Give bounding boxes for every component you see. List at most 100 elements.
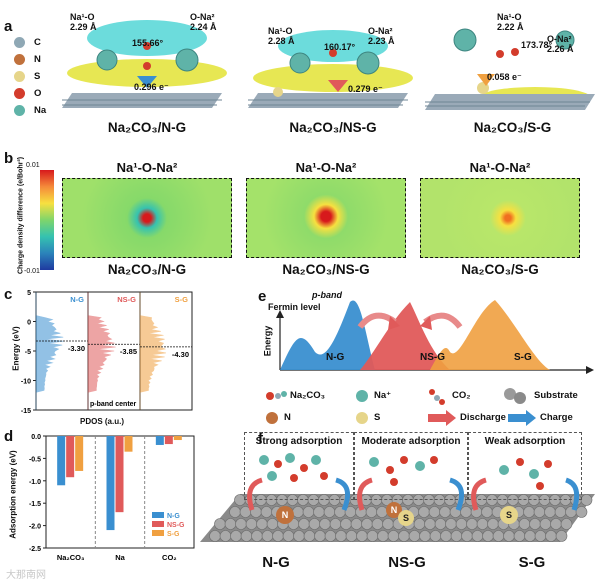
atom-legend-item-s: S [14, 68, 46, 85]
substrate-atom [335, 530, 347, 542]
structure-name-1: Na₂CO₃/N-G [107, 120, 187, 135]
pband-center-value-ns-g: -3.85 [120, 347, 137, 356]
substrate-atom [492, 530, 505, 542]
map-title-1: Na¹-O-Na² [116, 160, 178, 175]
panel-c-label: c [4, 286, 13, 303]
substrate-atom [209, 530, 221, 542]
bar-s-g-0 [75, 436, 84, 471]
substrate-atom [229, 506, 241, 518]
structure-ns-g: Na¹-O 2.28 Å O-Na² 2.23 Å 160.17° 0.279 e⁻… [248, 8, 418, 148]
pdos-xlabel: PDOS (a.u.) [80, 417, 125, 426]
bar-ytick-label: -2.0 [29, 524, 41, 531]
pband-center-value-s-g: -4.30 [172, 350, 189, 359]
ads-ylabel: Adsorption energy (eV) [8, 450, 18, 539]
atom-legend-label: N [34, 54, 41, 65]
atom-legend-label: Na [34, 105, 47, 116]
site-s-2-text: S [505, 510, 512, 520]
substrate-atom [224, 518, 237, 530]
angle-3: 173.78° [521, 40, 553, 50]
colorbar-min: -0.01 [24, 268, 40, 275]
substrate-atom [324, 530, 337, 542]
legend-icons [266, 388, 536, 426]
bar-ns-g-0 [66, 436, 75, 478]
site-s-2: S [500, 506, 518, 524]
substrate-atom [293, 530, 305, 542]
substrate-ns-g: NS-G [388, 554, 426, 571]
bar-ns-g-1 [115, 436, 124, 513]
substrate-atom [387, 530, 400, 542]
band-diagram [276, 300, 594, 374]
box-moderate [354, 432, 468, 500]
na1o-label-1: Na¹-O 2.29 Å [70, 12, 97, 32]
structure-s-g-image [425, 28, 595, 110]
map-name-1: Na₂CO₃/N-G [107, 262, 187, 277]
atom-legend-label: S [34, 71, 41, 82]
structure-name-2: Na₂CO₃/NS-G [289, 120, 377, 135]
bar-n-g-2 [155, 436, 164, 445]
label-strong: Strong adsorption [255, 436, 343, 447]
bar-ytick-label: 0.0 [31, 434, 41, 441]
na1o-label-2: Na¹-O 2.28 Å [268, 26, 295, 46]
pdos-series-label-ns-g: NS-G [117, 295, 136, 304]
map-title-2: Na¹-O-Na² [295, 160, 357, 175]
bar-category-label: Na₂CO₃ [57, 553, 85, 562]
substrate-atom [471, 530, 484, 542]
adsorption-bar-chart: 0.0 -0.5 -1.0 -1.5 -2.0 -2.5 Na₂CO₃ Na CO₂ N-G NS-… [29, 434, 195, 562]
ona2-label-2: O-Na² 2.23 Å [368, 26, 395, 46]
substrate-atom [345, 530, 358, 542]
substrate-atom [251, 530, 263, 542]
substrate-n-g: N-G [262, 554, 290, 571]
atom-legend-label: O [34, 88, 42, 99]
adsorption-molecules [247, 453, 580, 511]
atom-na-icon [14, 105, 25, 116]
pdos-ytick-label: -5 [25, 349, 31, 356]
label-weak: Weak adsorption [484, 436, 566, 447]
bar-s-g-1 [124, 436, 133, 452]
substrate-atom [214, 518, 226, 530]
legend-s: S [374, 412, 381, 423]
substrate-atom [356, 530, 368, 542]
charge-1: 0.296 e⁻ [134, 82, 169, 92]
substrate-atom [429, 530, 442, 542]
legend-charge: Charge [540, 412, 573, 423]
panel-b-label: b [4, 150, 14, 167]
bar-legend-label-ns-g: NS-G [167, 522, 185, 529]
substrate-atom [534, 530, 547, 542]
atom-legend: C N S O Na [14, 34, 46, 119]
angle-2: 160.17° [324, 42, 356, 52]
pdos-ytick-label: -15 [21, 408, 31, 415]
legend-n: N [284, 412, 291, 423]
ona2-label-3: O-Na² 2.26 Å [547, 34, 574, 54]
atom-o-icon [14, 88, 25, 99]
box-strong [244, 432, 354, 500]
structure-n-g: Na¹-O 2.29 Å O-Na² 2.24 Å 155.66° 0.296 e⁻… [62, 8, 232, 148]
pdos-series-label-n-g: N-G [70, 295, 84, 304]
structure-ns-g-image [248, 30, 413, 108]
charge-3: 0.058 e⁻ [487, 72, 522, 82]
legend-substrate: Substrate [534, 390, 578, 401]
structure-n-g-image [62, 20, 227, 108]
substrate-atom [503, 530, 515, 542]
bar-legend-label-s-g: S-G [167, 531, 180, 538]
site-n-1-text: N [281, 510, 289, 520]
panel-f-label: f [258, 430, 263, 447]
map-title-3: Na¹-O-Na² [469, 160, 531, 175]
substrate-atom [545, 530, 557, 542]
bar-ytick-label: -2.5 [29, 546, 41, 553]
substrate-atom [524, 530, 536, 542]
atom-legend-item-n: N [14, 51, 46, 68]
bar-n-g-0 [57, 436, 66, 486]
substrate-atom [272, 530, 284, 542]
substrate-atom [555, 530, 568, 542]
substrate-atom [398, 530, 410, 542]
bar-ns-g-2 [164, 436, 173, 445]
substrate-atom [230, 530, 242, 542]
bar-legend-swatch-s-g [152, 530, 164, 536]
substrate-atom [560, 518, 573, 530]
pdos-ytick-label: -10 [21, 379, 31, 386]
atom-legend-item-c: C [14, 34, 46, 51]
structure-s-g: Na¹-O 2.22 Å O-Na² 2.26 Å 173.78° 0.058 e⁻… [425, 2, 600, 148]
energy-axis-label: Energy [262, 325, 273, 357]
pband-label: p-band [312, 290, 342, 300]
charge-map-ns-g [246, 178, 406, 258]
